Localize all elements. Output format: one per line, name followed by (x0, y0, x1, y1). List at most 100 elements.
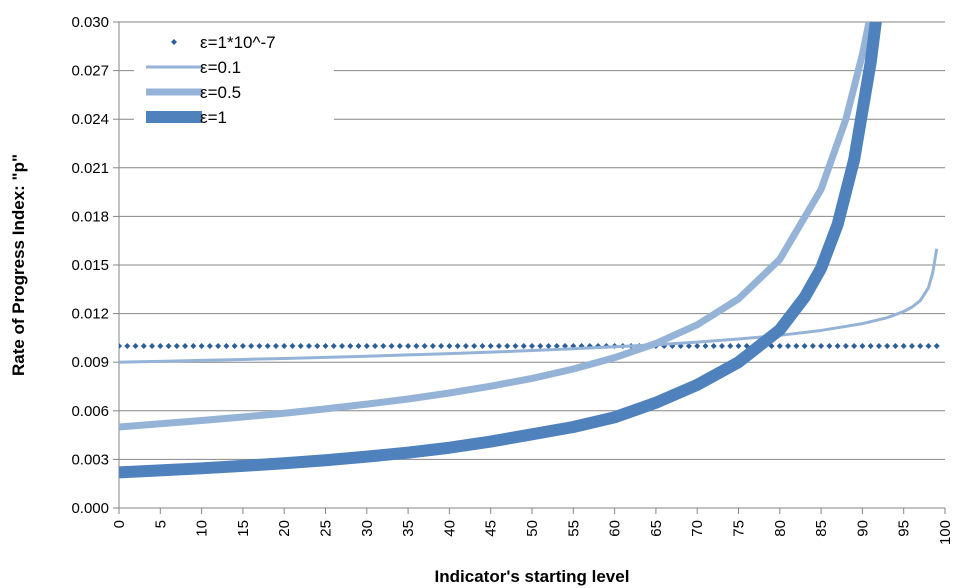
data-point (785, 343, 792, 349)
x-tick-label: 0 (111, 520, 128, 528)
x-tick-label: 35 (400, 520, 417, 537)
data-point (322, 343, 329, 349)
data-point (454, 343, 461, 349)
x-tick-label: 70 (689, 520, 706, 537)
data-point (330, 343, 337, 349)
data-point (206, 343, 213, 349)
data-point (347, 343, 354, 349)
data-point (851, 343, 858, 349)
x-tick-label: 55 (565, 520, 582, 537)
data-point (405, 343, 412, 349)
x-tick-label: 20 (276, 520, 293, 537)
data-point (826, 343, 833, 349)
data-point (305, 343, 312, 349)
data-point (281, 343, 288, 349)
data-point (438, 343, 445, 349)
data-point (471, 343, 478, 349)
x-tick-label: 90 (854, 520, 871, 537)
y-tick-label: 0.003 (71, 451, 109, 468)
data-point (355, 343, 362, 349)
data-point (562, 343, 569, 349)
series-line (119, 248, 939, 364)
x-tick-label: 85 (813, 520, 830, 537)
data-point (239, 343, 246, 349)
y-tick-label: 0.012 (71, 306, 109, 323)
data-point (735, 343, 742, 349)
legend-swatch (171, 39, 177, 45)
data-point (702, 343, 709, 349)
data-point (479, 343, 486, 349)
x-tick-label: 60 (607, 520, 624, 537)
data-point (248, 343, 255, 349)
data-point (875, 343, 882, 349)
x-axis-title: Indicator's starting level (435, 567, 630, 586)
data-point (339, 343, 346, 349)
data-point (545, 343, 552, 349)
axes: 0.000 0.003 0.006 0.009 0.012 0.015 0.018 0.021… (71, 14, 953, 545)
data-point (124, 343, 131, 349)
data-point (900, 343, 907, 349)
data-point (165, 343, 172, 349)
data-point (520, 343, 527, 349)
legend-label: ε=0.1 (200, 58, 241, 77)
data-point (925, 343, 932, 349)
x-tick-label: 25 (318, 520, 335, 537)
data-point (892, 343, 899, 349)
series-line (119, 22, 882, 479)
data-point (215, 343, 222, 349)
x-tick-label: 95 (896, 520, 913, 537)
y-tick-label: 0.006 (71, 403, 109, 420)
data-point (314, 343, 321, 349)
data-point (818, 343, 825, 349)
y-tick-label: 0.015 (71, 257, 109, 274)
x-tick-label: 15 (235, 520, 252, 537)
data-point (446, 343, 453, 349)
x-tick-label: 65 (648, 520, 665, 537)
data-point (793, 343, 800, 349)
data-point (504, 343, 511, 349)
data-point (495, 343, 502, 349)
data-point (157, 343, 164, 349)
y-tick-label: 0.018 (71, 208, 109, 225)
data-point (372, 343, 379, 349)
x-tick-label: 75 (731, 520, 748, 537)
data-point (917, 343, 924, 349)
data-point (223, 343, 230, 349)
series-line (119, 22, 873, 431)
x-tick-label: 50 (524, 520, 541, 537)
data-point (421, 343, 428, 349)
data-point (182, 343, 189, 349)
data-point (908, 343, 915, 349)
x-tick-label: 5 (152, 520, 169, 528)
data-point (413, 343, 420, 349)
data-point (231, 343, 238, 349)
series (119, 22, 940, 479)
series-markers (119, 343, 940, 349)
data-point (933, 343, 940, 349)
y-tick-label: 0.000 (71, 500, 109, 517)
x-tick-label: 45 (483, 520, 500, 537)
data-point (256, 343, 263, 349)
data-point (529, 343, 535, 349)
y-tick-label: 0.027 (71, 63, 109, 80)
data-point (685, 343, 692, 349)
data-point (859, 343, 866, 349)
data-point (834, 343, 841, 349)
data-point (119, 343, 122, 349)
legend-label: ε=1*10^-7 (200, 33, 276, 52)
data-point (429, 343, 436, 349)
y-tick-label: 0.009 (71, 354, 109, 371)
y-tick-label: 0.024 (71, 111, 109, 128)
data-point (884, 343, 891, 349)
data-point (553, 343, 560, 349)
x-tick-label: 10 (194, 520, 211, 537)
data-point (190, 343, 197, 349)
y-tick-label: 0.030 (71, 14, 109, 31)
data-point (694, 343, 701, 349)
x-tick-label: 100 (937, 520, 953, 545)
data-point (297, 343, 304, 349)
data-point (809, 343, 816, 349)
data-point (842, 343, 849, 349)
